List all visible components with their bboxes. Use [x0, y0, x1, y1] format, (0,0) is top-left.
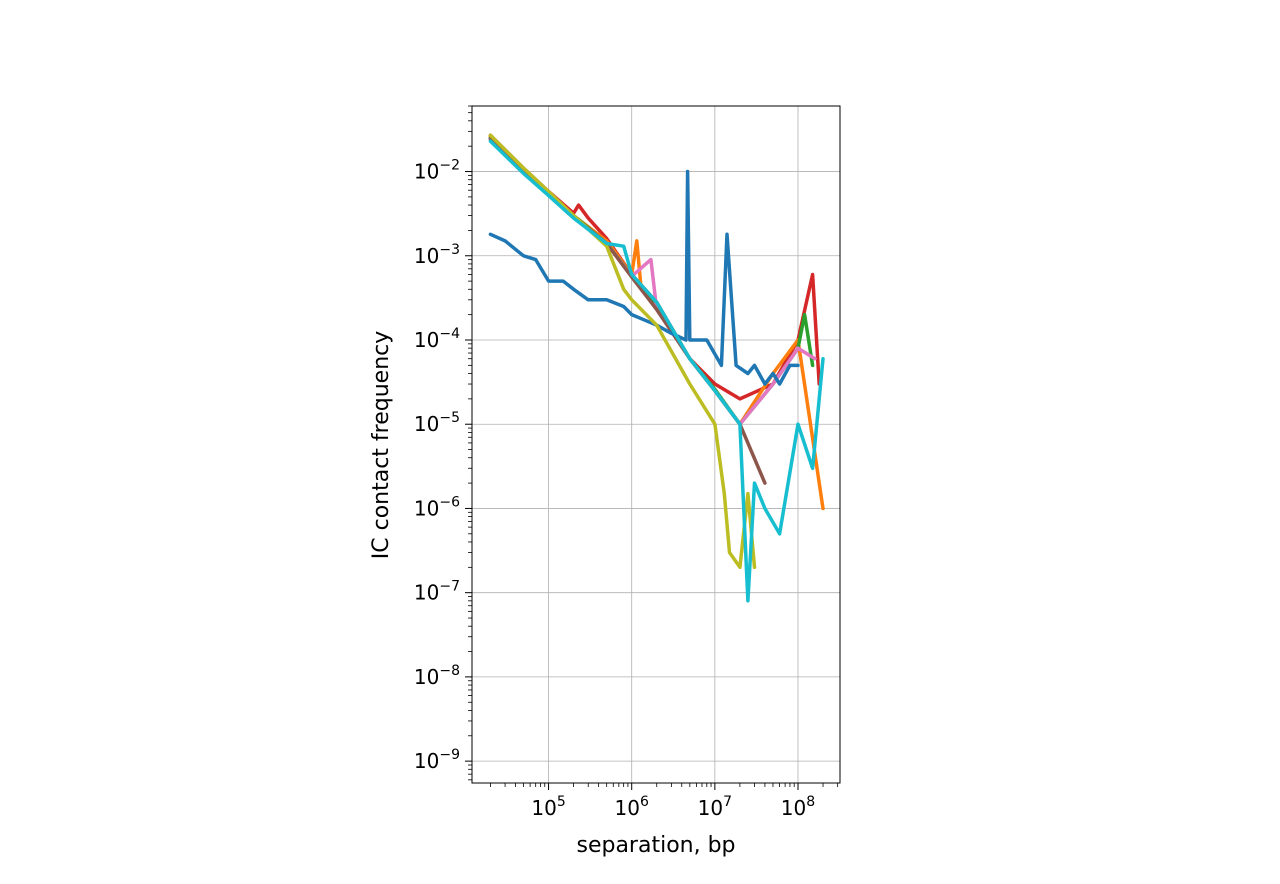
y-tick-label: 10−9: [414, 747, 460, 773]
axis-ticks: 105 106 107 108 10−2 10−3 10−4 10−5 10−6 10−7 10−8…: [414, 105, 839, 820]
x-tick-label: 105: [531, 794, 565, 820]
series-group: [488, 133, 825, 603]
y-tick-label: 10−7: [414, 579, 460, 605]
y-tick-label: 10−6: [414, 494, 460, 520]
y-tick-label: 10−4: [414, 326, 460, 352]
x-axis-label: separation, bp: [576, 833, 735, 858]
grid-lines: [472, 106, 840, 783]
x-tick-label: 107: [698, 794, 732, 820]
y-tick-label: 10−5: [414, 410, 460, 436]
x-tick-label: 108: [781, 794, 815, 820]
series-line-8: [488, 139, 825, 603]
y-tick-label: 10−8: [414, 663, 460, 689]
series-line-2: [488, 134, 825, 511]
series-line-7: [488, 133, 757, 570]
x-tick-label: 106: [615, 794, 649, 820]
y-tick-label: 10−2: [414, 158, 460, 184]
y-tick-label: 10−3: [414, 242, 460, 268]
y-axis-label: IC contact frequency: [369, 331, 394, 560]
plot-frame: [471, 105, 841, 784]
series-line-6: [488, 169, 800, 386]
